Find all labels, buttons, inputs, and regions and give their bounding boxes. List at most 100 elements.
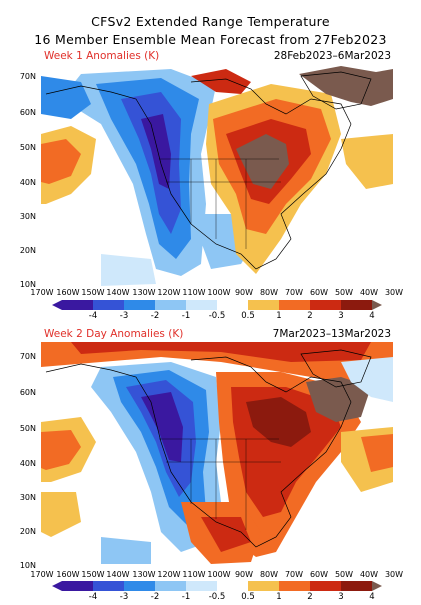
lat-label-70n: 70N xyxy=(19,72,36,81)
lon-label: 150W xyxy=(81,288,105,297)
lon-label: 170W xyxy=(30,570,54,579)
colorbar-label: -4 xyxy=(88,592,98,602)
lon-label: 140W xyxy=(106,570,130,579)
lon-axis-2: 170W 160W 150W 140W 130W 120W 110W 100W … xyxy=(30,570,405,580)
lon-label: 60W xyxy=(309,288,329,297)
lat-label-60n: 60N xyxy=(19,388,36,397)
lat-label-10n: 10N xyxy=(19,561,36,570)
colorbar-min-arrow xyxy=(52,300,62,310)
colorbar-label: -0.5 xyxy=(208,592,226,602)
colorbar-swatch xyxy=(310,581,341,591)
lon-label: 70W xyxy=(284,288,304,297)
lon-label: 160W xyxy=(56,570,80,579)
lon-label: 100W xyxy=(207,288,231,297)
lon-label: 120W xyxy=(157,288,181,297)
colorbar-swatch xyxy=(341,581,372,591)
colorbar-label: -4 xyxy=(88,311,98,321)
colorbar-label: -2 xyxy=(150,311,160,321)
colorbar-1-labels: -4 -3 -2 -1 -0.5 0.5 1 2 3 4 xyxy=(52,311,382,321)
lon-label: 130W xyxy=(132,570,156,579)
colorbar-swatch xyxy=(124,300,155,310)
colorbar-swatch xyxy=(62,300,93,310)
colorbar-swatch xyxy=(341,300,372,310)
colorbar-label: 4 xyxy=(369,311,375,321)
colorbar-swatch xyxy=(248,300,279,310)
panel-1-dates: 28Feb2023–6Mar2023 xyxy=(273,50,391,62)
lat-label-70n: 70N xyxy=(19,352,36,361)
colorbar-2 xyxy=(52,581,382,591)
lon-label: 90W xyxy=(234,288,254,297)
colorbar-swatch xyxy=(279,300,310,310)
colorbar-2-labels: -4 -3 -2 -1 -0.5 0.5 1 2 3 4 xyxy=(52,592,382,602)
lat-label-50n: 50N xyxy=(19,424,36,433)
colorbar-swatch xyxy=(279,581,310,591)
lon-label: 60W xyxy=(309,570,329,579)
colorbar-label: 0.5 xyxy=(241,311,255,321)
lon-label: 130W xyxy=(132,288,156,297)
lat-label-30n: 30N xyxy=(19,493,36,502)
colorbar-label: 2 xyxy=(307,311,313,321)
colorbar-label: 1 xyxy=(276,592,282,602)
lon-label: 110W xyxy=(182,288,206,297)
lon-label: 30W xyxy=(384,288,404,297)
panel-1-label: Week 1 Anomalies (K) xyxy=(44,50,160,62)
colorbar-label: -1 xyxy=(181,311,191,321)
colorbar-swatch xyxy=(62,581,93,591)
colorbar-max-arrow xyxy=(372,300,382,310)
lon-label: 80W xyxy=(259,570,279,579)
colorbar-swatch xyxy=(217,581,248,591)
lon-label: 140W xyxy=(106,288,130,297)
lon-label: 30W xyxy=(384,570,404,579)
colorbar-min-arrow xyxy=(52,581,62,591)
colorbar-label: 3 xyxy=(338,592,344,602)
lon-label: 40W xyxy=(359,288,379,297)
colorbar-swatch xyxy=(155,581,186,591)
lon-label: 110W xyxy=(182,570,206,579)
lon-label: 120W xyxy=(157,570,181,579)
colorbar-label: -3 xyxy=(119,592,129,602)
panel-2-label: Week 2 Day Anomalies (K) xyxy=(44,328,184,340)
colorbar-label: 4 xyxy=(369,592,375,602)
lat-label-20n: 20N xyxy=(19,527,36,536)
lat-label-10n: 10N xyxy=(19,280,36,289)
colorbar-label: -1 xyxy=(181,592,191,602)
title-line-2: 16 Member Ensemble Mean Forecast from 27… xyxy=(34,32,387,47)
lat-label-30n: 30N xyxy=(19,212,36,221)
colorbar-swatch xyxy=(93,300,124,310)
lat-label-40n: 40N xyxy=(19,459,36,468)
colorbar-label: 3 xyxy=(338,311,344,321)
colorbar-label: 2 xyxy=(307,592,313,602)
colorbar-label: 1 xyxy=(276,311,282,321)
lat-label-20n: 20N xyxy=(19,246,36,255)
title-line-1: CFSv2 Extended Range Temperature xyxy=(91,14,330,29)
lon-label: 160W xyxy=(56,288,80,297)
lat-label-40n: 40N xyxy=(19,178,36,187)
colorbar-1 xyxy=(52,300,382,310)
colorbar-swatch xyxy=(124,581,155,591)
lon-label: 50W xyxy=(334,288,354,297)
colorbar-swatch xyxy=(310,300,341,310)
colorbar-max-arrow xyxy=(372,581,382,591)
lat-label-50n: 50N xyxy=(19,143,36,152)
lon-label: 40W xyxy=(359,570,379,579)
panel-2-dates: 7Mar2023–13Mar2023 xyxy=(272,328,391,340)
lon-label: 50W xyxy=(334,570,354,579)
lon-label: 100W xyxy=(207,570,231,579)
colorbar-label: -2 xyxy=(150,592,160,602)
week-1-anomaly-map xyxy=(41,64,393,286)
colorbar-swatch xyxy=(93,581,124,591)
colorbar-swatch xyxy=(217,300,248,310)
colorbar-swatch xyxy=(248,581,279,591)
week-2-anomaly-map xyxy=(41,342,393,568)
colorbar-label: -0.5 xyxy=(208,311,226,321)
colorbar-swatch xyxy=(155,300,186,310)
colorbar-label: 0.5 xyxy=(241,592,255,602)
lon-label: 80W xyxy=(259,288,279,297)
lon-label: 170W xyxy=(30,288,54,297)
lon-label: 70W xyxy=(284,570,304,579)
colorbar-swatch xyxy=(186,300,217,310)
lon-label: 150W xyxy=(81,570,105,579)
lon-label: 90W xyxy=(234,570,254,579)
colorbar-swatch xyxy=(186,581,217,591)
lon-axis-1: 170W 160W 150W 140W 130W 120W 110W 100W … xyxy=(30,288,405,298)
